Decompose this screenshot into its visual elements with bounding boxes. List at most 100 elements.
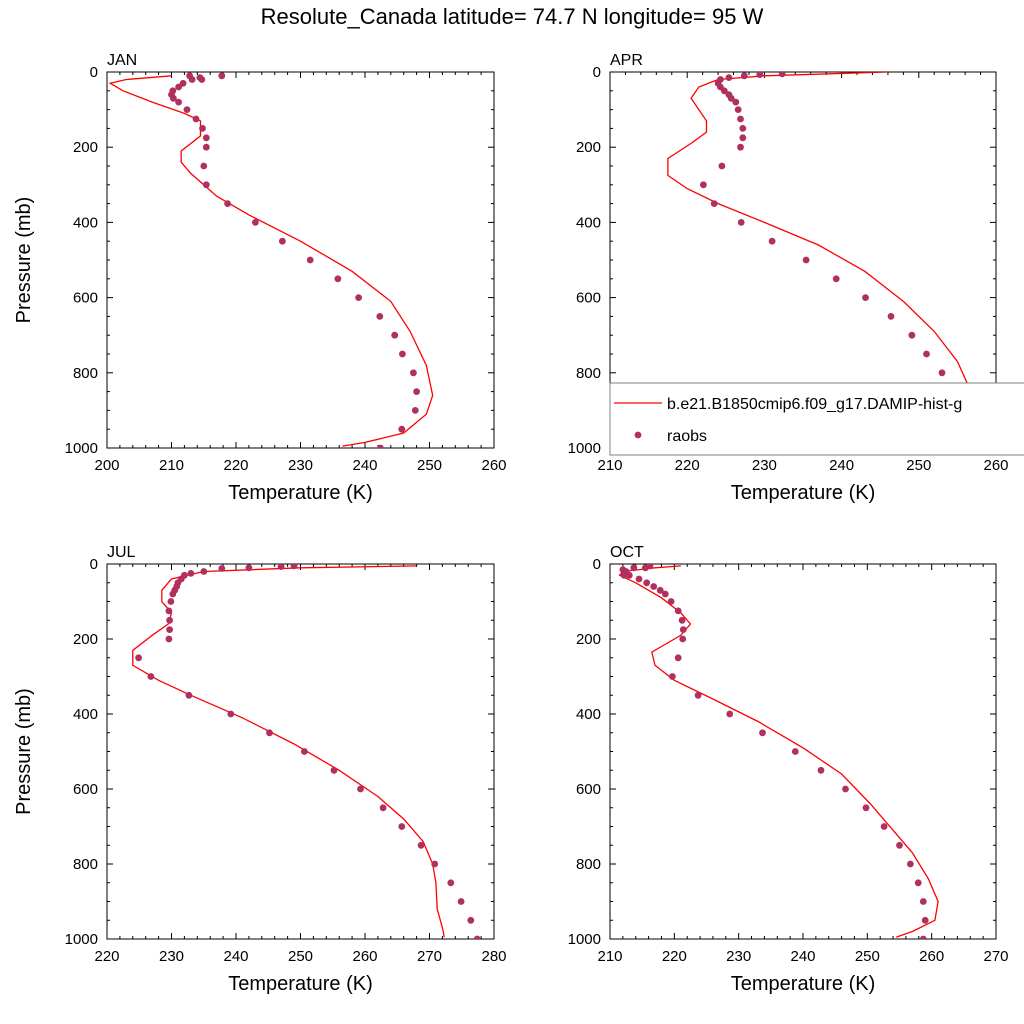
x-tick-label: 230 bbox=[288, 457, 313, 474]
y-tick-label: 0 bbox=[593, 556, 601, 573]
x-tick-label: 220 bbox=[662, 948, 687, 965]
y-tick-label: 200 bbox=[576, 631, 601, 648]
raobs-point bbox=[410, 369, 417, 377]
raobs-point bbox=[643, 579, 651, 587]
plot-area bbox=[108, 72, 434, 448]
raobs-point bbox=[398, 425, 406, 433]
raobs-point bbox=[727, 94, 735, 102]
raobs-point bbox=[170, 94, 177, 102]
raobs-point bbox=[726, 710, 734, 718]
y-tick-label: 0 bbox=[90, 64, 98, 81]
raobs-point bbox=[185, 691, 193, 699]
raobs-point bbox=[778, 72, 786, 78]
raobs-point bbox=[290, 564, 298, 570]
x-tick-label: 210 bbox=[597, 948, 622, 965]
raobs-point bbox=[710, 200, 718, 208]
raobs-point bbox=[147, 673, 155, 680]
raobs-point bbox=[252, 219, 259, 226]
raobs-point bbox=[694, 691, 702, 699]
raobs-point bbox=[832, 275, 840, 283]
raobs-point bbox=[674, 654, 682, 662]
raobs-point bbox=[791, 748, 799, 755]
raobs-point bbox=[187, 570, 195, 577]
y-axis-label: Pressure (mb) bbox=[13, 688, 35, 815]
raobs-point bbox=[635, 575, 643, 583]
raobs-point bbox=[669, 673, 676, 680]
raobs-point bbox=[196, 74, 204, 81]
raobs-point bbox=[923, 350, 930, 358]
raobs-point bbox=[376, 313, 384, 320]
y-tick-label: 1000 bbox=[65, 440, 98, 457]
raobs-point bbox=[447, 879, 455, 887]
panel-label: JAN bbox=[107, 52, 137, 69]
raobs-point bbox=[218, 72, 226, 80]
raobs-point bbox=[391, 331, 399, 339]
raobs-point bbox=[165, 607, 173, 615]
raobs-point bbox=[667, 598, 675, 605]
raobs-point bbox=[166, 626, 174, 633]
raobs-point bbox=[200, 162, 208, 170]
y-tick-label: 1000 bbox=[65, 931, 98, 948]
raobs-point bbox=[199, 124, 206, 132]
x-axis-label: Temperature (K) bbox=[228, 482, 373, 504]
raobs-point bbox=[330, 766, 338, 774]
raobs-point bbox=[306, 256, 314, 264]
y-tick-label: 200 bbox=[73, 631, 98, 648]
raobs-point bbox=[166, 616, 174, 624]
raobs-point bbox=[679, 626, 687, 633]
raobs-point bbox=[896, 841, 903, 849]
raobs-point bbox=[679, 635, 687, 643]
raobs-point bbox=[167, 598, 175, 605]
raobs-point bbox=[880, 823, 888, 830]
x-tick-label: 240 bbox=[352, 457, 377, 474]
raobs-point bbox=[914, 879, 922, 887]
y-tick-label: 200 bbox=[73, 139, 98, 156]
raobs-point bbox=[355, 294, 362, 301]
raobs-point bbox=[379, 804, 387, 812]
y-tick-label: 600 bbox=[73, 290, 98, 307]
raobs-point bbox=[720, 87, 728, 95]
x-tick-label: 260 bbox=[919, 948, 944, 965]
raobs-point bbox=[734, 106, 742, 113]
x-tick-label: 200 bbox=[94, 457, 119, 474]
x-tick-label: 230 bbox=[159, 948, 184, 965]
raobs-point bbox=[411, 407, 419, 414]
y-tick-label: 400 bbox=[576, 706, 601, 723]
raobs-point bbox=[740, 72, 748, 80]
x-tick-label: 210 bbox=[597, 457, 622, 474]
plot-frame bbox=[106, 71, 495, 449]
raobs-point bbox=[398, 823, 406, 830]
figure-title: Resolute_Canada latitude= 74.7 N longitu… bbox=[260, 4, 764, 29]
raobs-point bbox=[188, 76, 196, 83]
panel-label: JUL bbox=[107, 544, 136, 561]
raobs-point bbox=[334, 275, 342, 283]
series-line-model bbox=[667, 72, 974, 447]
raobs-point bbox=[175, 83, 183, 91]
raobs-point bbox=[768, 237, 776, 245]
raobs-point bbox=[756, 72, 764, 78]
panel-apr: 210 220 230 240 250 260 0 200 400 600 800 1000 APR Te… bbox=[568, 52, 1009, 504]
raobs-point bbox=[862, 804, 870, 812]
x-tick-label: 220 bbox=[223, 457, 248, 474]
legend-label-model: b.e21.B1850cmip6.f09_g17.DAMIP-hist-g bbox=[667, 396, 962, 413]
plot-area bbox=[667, 72, 974, 448]
raobs-point bbox=[725, 74, 733, 81]
plot-area bbox=[132, 564, 481, 939]
x-tick-label: 280 bbox=[481, 948, 506, 965]
raobs-point bbox=[842, 785, 849, 793]
raobs-point bbox=[737, 143, 744, 151]
raobs-point bbox=[620, 571, 628, 579]
y-tick-label: 800 bbox=[576, 365, 601, 382]
raobs-point bbox=[279, 237, 286, 245]
raobs-point bbox=[938, 369, 946, 377]
raobs-point bbox=[165, 635, 173, 643]
y-axis-label: Pressure (mb) bbox=[13, 197, 35, 324]
raobs-point bbox=[135, 654, 143, 662]
raobs-point bbox=[737, 115, 744, 123]
x-tick-label: 250 bbox=[288, 948, 313, 965]
y-tick-label: 1000 bbox=[568, 440, 601, 457]
panel-jan: 200 210 220 230 240 250 260 0 200 400 600 800 1000 JA… bbox=[13, 52, 507, 504]
series-line-model bbox=[108, 75, 434, 447]
raobs-point bbox=[739, 134, 747, 142]
y-tick-label: 400 bbox=[73, 706, 98, 723]
